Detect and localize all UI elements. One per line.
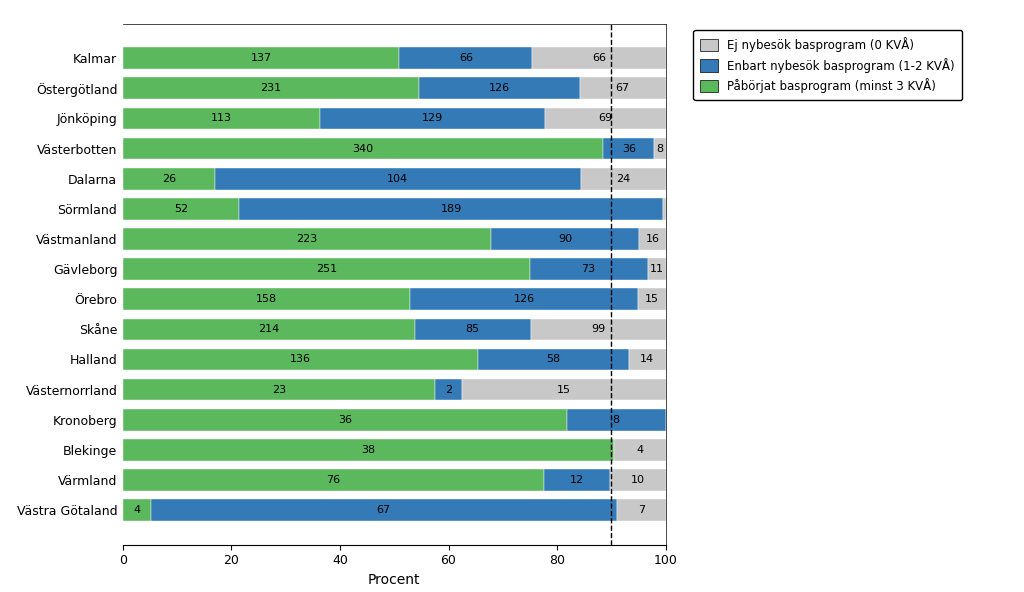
Bar [616, 499, 666, 521]
Text: 2: 2 [445, 385, 452, 395]
Bar [654, 138, 666, 159]
Text: 26: 26 [162, 173, 176, 184]
Bar [123, 258, 529, 280]
Text: 15: 15 [557, 385, 570, 395]
Bar [567, 409, 666, 430]
Bar [532, 47, 666, 69]
Bar [648, 258, 666, 280]
Bar [123, 469, 544, 491]
Text: 11: 11 [649, 264, 664, 274]
Bar [123, 108, 321, 129]
Bar [240, 198, 664, 220]
Bar [419, 78, 580, 99]
Text: 76: 76 [327, 475, 340, 485]
Text: 129: 129 [422, 114, 443, 124]
Bar [544, 469, 610, 491]
Text: 104: 104 [387, 173, 409, 184]
Bar [614, 439, 666, 461]
Bar [123, 439, 614, 461]
Bar [435, 379, 462, 400]
Text: 158: 158 [256, 294, 276, 304]
Text: 7: 7 [638, 505, 645, 515]
Bar [580, 78, 666, 99]
Text: 73: 73 [582, 264, 596, 274]
Text: 231: 231 [260, 83, 282, 94]
Text: 4: 4 [636, 445, 643, 455]
Bar [123, 47, 399, 69]
Bar [462, 379, 666, 400]
Text: 24: 24 [616, 173, 631, 184]
Bar [123, 318, 415, 340]
Text: 251: 251 [315, 264, 337, 274]
Bar [123, 138, 603, 159]
Bar [123, 379, 435, 400]
Text: 99: 99 [591, 324, 605, 334]
Text: 90: 90 [558, 234, 572, 244]
Bar [123, 78, 419, 99]
Text: 8: 8 [612, 415, 620, 424]
Bar [123, 168, 214, 189]
Text: 10: 10 [631, 475, 645, 485]
Text: 58: 58 [547, 355, 560, 365]
Text: 52: 52 [174, 204, 188, 214]
Bar [123, 288, 410, 310]
Text: 126: 126 [513, 294, 535, 304]
Text: 4: 4 [133, 505, 140, 515]
Bar [399, 47, 532, 69]
Text: 67: 67 [377, 505, 391, 515]
Text: 67: 67 [615, 83, 630, 94]
Text: 38: 38 [361, 445, 376, 455]
Text: 15: 15 [645, 294, 659, 304]
Bar [151, 499, 616, 521]
Bar [629, 349, 666, 371]
Bar [123, 228, 490, 250]
Text: 66: 66 [592, 53, 606, 63]
Bar [529, 258, 648, 280]
Bar [123, 409, 567, 430]
Text: 85: 85 [466, 324, 479, 334]
Bar [639, 228, 666, 250]
Text: 69: 69 [598, 114, 612, 124]
Bar [530, 318, 666, 340]
Bar [581, 168, 666, 189]
Bar [123, 499, 151, 521]
Text: 223: 223 [296, 234, 317, 244]
Bar [490, 228, 639, 250]
Bar [638, 288, 666, 310]
Bar [410, 288, 638, 310]
Text: 66: 66 [459, 53, 473, 63]
Text: 8: 8 [656, 144, 664, 153]
Bar [610, 469, 666, 491]
Text: 126: 126 [488, 83, 510, 94]
Text: 136: 136 [290, 355, 311, 365]
Bar [123, 198, 240, 220]
Text: 16: 16 [645, 234, 659, 244]
Text: 12: 12 [570, 475, 584, 485]
Bar [545, 108, 666, 129]
Text: 189: 189 [440, 204, 462, 214]
Text: 340: 340 [352, 144, 374, 153]
Bar [664, 198, 666, 220]
Bar [415, 318, 530, 340]
Text: 137: 137 [251, 53, 271, 63]
Text: 214: 214 [258, 324, 280, 334]
Text: 36: 36 [622, 144, 636, 153]
Bar [478, 349, 629, 371]
Text: 113: 113 [211, 114, 232, 124]
X-axis label: Procent: Procent [368, 573, 421, 587]
Text: 14: 14 [640, 355, 654, 365]
Text: 23: 23 [271, 385, 286, 395]
Legend: Ej nybesök basprogram (0 KVÅ), Enbart nybesök basprogram (1-2 KVÅ), Påbörjat bas: Ej nybesök basprogram (0 KVÅ), Enbart ny… [693, 30, 963, 101]
Bar [321, 108, 545, 129]
Text: 36: 36 [338, 415, 352, 424]
Bar [214, 168, 581, 189]
Bar [123, 349, 478, 371]
Bar [603, 138, 654, 159]
